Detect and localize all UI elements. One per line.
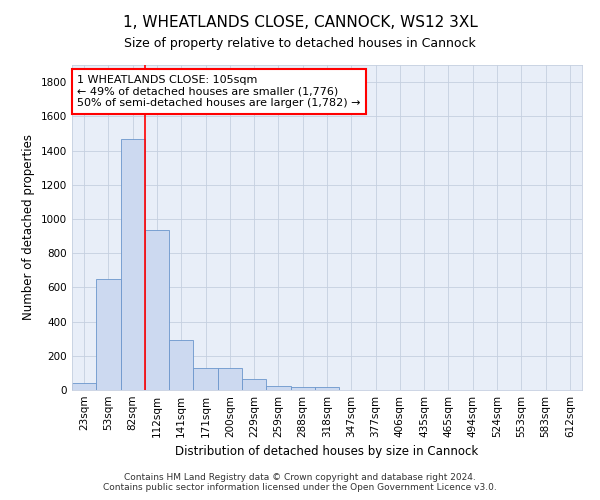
X-axis label: Distribution of detached houses by size in Cannock: Distribution of detached houses by size … [175, 446, 479, 458]
Bar [266, 386, 290, 390]
Text: 1, WHEATLANDS CLOSE, CANNOCK, WS12 3XL: 1, WHEATLANDS CLOSE, CANNOCK, WS12 3XL [122, 15, 478, 30]
Bar [121, 138, 145, 390]
Bar [242, 379, 266, 390]
Text: Size of property relative to detached houses in Cannock: Size of property relative to detached ho… [124, 38, 476, 51]
Text: Contains HM Land Registry data © Crown copyright and database right 2024.
Contai: Contains HM Land Registry data © Crown c… [103, 473, 497, 492]
Bar [193, 368, 218, 390]
Y-axis label: Number of detached properties: Number of detached properties [22, 134, 35, 320]
Bar [169, 340, 193, 390]
Bar [315, 388, 339, 390]
Bar [96, 279, 121, 390]
Bar [218, 368, 242, 390]
Bar [290, 386, 315, 390]
Text: 1 WHEATLANDS CLOSE: 105sqm
← 49% of detached houses are smaller (1,776)
50% of s: 1 WHEATLANDS CLOSE: 105sqm ← 49% of deta… [77, 74, 361, 108]
Bar [145, 230, 169, 390]
Bar [72, 383, 96, 390]
